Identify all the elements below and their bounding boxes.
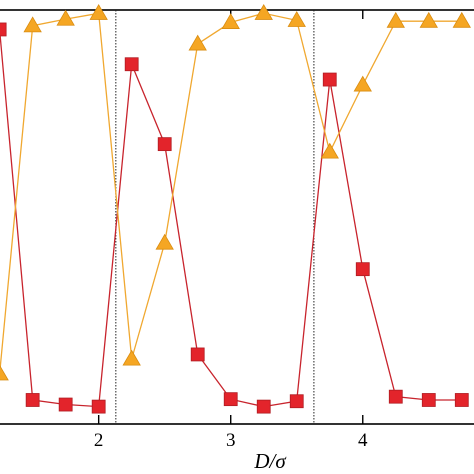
series-2-point-15 (452, 11, 471, 28)
x-tick-label-1: 2 (94, 430, 104, 451)
series-2-point-8 (221, 13, 240, 29)
series-1-point-12 (355, 262, 370, 277)
series-1-point-3 (58, 397, 73, 412)
series-2-point-5 (122, 349, 141, 366)
series-1-point-4 (91, 399, 106, 414)
series-1-point-1 (0, 22, 7, 37)
series-1-point-15 (454, 393, 469, 407)
x-axis-label: D/σ (253, 449, 287, 473)
series-1-point-8 (223, 392, 238, 407)
series-1-point-13 (388, 389, 403, 404)
series-2-point-2 (23, 16, 42, 33)
series-2-point-14 (419, 11, 438, 28)
plot-area: 2 3 4 (0, 4, 474, 451)
series-1-point-6 (157, 137, 172, 152)
series-2-point-7 (188, 34, 207, 51)
plot-frame (0, 9, 474, 425)
series-1-point-14 (421, 393, 436, 407)
series-2-point-9 (254, 4, 273, 20)
series-1-point-9 (256, 399, 271, 414)
series-1-line (0, 29, 462, 408)
series-1-point-10 (289, 394, 304, 409)
series-1-point-5 (124, 57, 139, 72)
x-tick-label-2: 3 (226, 430, 236, 451)
series-2-point-12 (353, 75, 372, 92)
series-2-point-11 (320, 142, 339, 159)
x-tick-label-3: 4 (358, 430, 368, 451)
series-2-line (0, 12, 462, 374)
series-2-point-4 (89, 4, 108, 20)
series-1-point-7 (190, 347, 205, 362)
series-2-point-13 (386, 11, 405, 28)
series-1-point-11 (322, 72, 337, 87)
series-1-point-2 (25, 393, 40, 407)
series-2-point-3 (56, 9, 75, 26)
series-2-point-10 (287, 11, 306, 27)
series-2-point-6 (155, 233, 174, 250)
series-2-point-1 (0, 365, 9, 381)
